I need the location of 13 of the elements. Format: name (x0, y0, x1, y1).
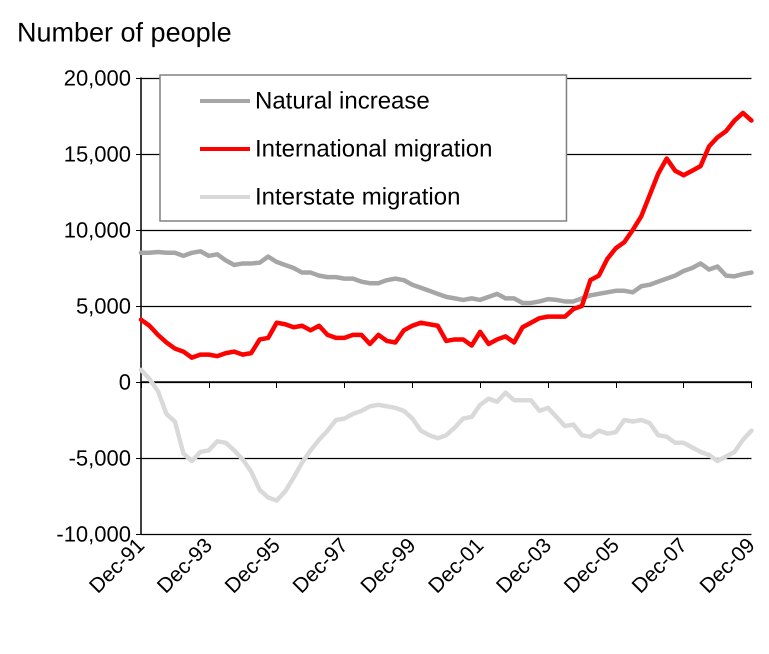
y-tick-label: 10,000 (64, 218, 131, 242)
y-tick-label: 15,000 (64, 142, 131, 166)
legend-label: Interstate migration (255, 184, 460, 210)
y-tick-label: -5,000 (68, 446, 131, 470)
line-series (138, 368, 754, 503)
line-series (138, 249, 754, 306)
legend-label: Natural increase (255, 88, 430, 114)
y-tick-label: 5,000 (76, 294, 131, 318)
legend-label: International migration (255, 136, 492, 162)
y-tick-label: 0 (118, 370, 131, 394)
line-series (138, 110, 754, 360)
y-axis-title: Number of people (17, 18, 232, 48)
y-tick-label: 20,000 (64, 66, 131, 90)
